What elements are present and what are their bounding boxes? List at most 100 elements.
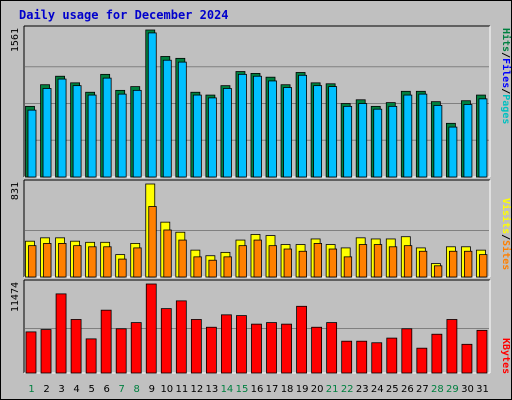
files-bar — [463, 104, 473, 178]
files-bar — [268, 80, 277, 178]
x-tick-label: 9 — [149, 384, 155, 395]
sites-bar — [133, 247, 142, 278]
sites-bar — [268, 245, 277, 278]
kbytes-bar — [341, 340, 353, 374]
sites-bar — [148, 206, 157, 278]
files-bar — [433, 105, 443, 178]
sites-bar — [43, 243, 52, 278]
sites-bar — [103, 246, 112, 278]
x-tick-label: 6 — [103, 384, 109, 395]
x-tick-label: 26 — [401, 384, 414, 395]
kbytes-bar — [461, 343, 473, 374]
sites-bar — [479, 254, 488, 278]
kbytes-bar — [115, 328, 127, 374]
kbytes-bar — [160, 308, 172, 374]
kbytes-bar — [311, 326, 323, 374]
x-tick-label: 17 — [266, 384, 279, 395]
panel-3-legend: KBytes — [500, 338, 511, 374]
x-tick-label: 2 — [43, 384, 49, 395]
panel-3-max-label: 11474 — [10, 282, 21, 312]
kbytes-bar — [476, 329, 488, 374]
x-tick-label: 12 — [191, 384, 204, 395]
x-tick-label: 24 — [371, 384, 384, 395]
sites-bar — [358, 244, 368, 278]
legend-visits: Visits — [500, 198, 512, 234]
sites-bar — [208, 259, 217, 278]
x-tick-label: 5 — [88, 384, 94, 395]
sites-bar — [253, 239, 262, 278]
files-bar — [253, 75, 262, 178]
sites-bar — [343, 256, 353, 278]
sites-bar — [298, 250, 307, 278]
kbytes-bar — [416, 347, 428, 374]
sites-bar — [238, 245, 247, 278]
sites-bar — [223, 256, 232, 278]
sites-bar — [88, 246, 97, 278]
files-bar — [238, 73, 247, 178]
files-bar — [298, 74, 307, 178]
sites-bar — [163, 229, 172, 278]
panel-2-max-label: 831 — [10, 182, 21, 200]
files-bar — [373, 108, 383, 178]
files-bar — [177, 61, 187, 178]
files-bar — [418, 93, 428, 178]
files-bar — [162, 59, 172, 178]
kbytes-bar — [205, 326, 217, 374]
files-bar — [72, 85, 82, 178]
x-tick-label: 25 — [386, 384, 399, 395]
kbytes-bar — [55, 293, 67, 374]
legend-slash: / — [500, 234, 511, 240]
legend-files: Files — [500, 58, 512, 88]
x-tick-label: 11 — [175, 384, 188, 395]
files-bar — [388, 105, 398, 178]
chart-title: Daily usage for December 2024 — [19, 8, 229, 22]
x-tick-label: 7 — [119, 384, 125, 395]
kbytes-bar — [190, 319, 202, 374]
files-bar — [358, 103, 368, 178]
kbytes-bar — [326, 322, 338, 374]
kbytes-bar — [25, 331, 37, 374]
kbytes-bar — [70, 319, 82, 374]
kbytes-bar — [401, 328, 413, 374]
kbytes-bar — [446, 319, 458, 374]
files-bar — [328, 86, 338, 178]
files-bar — [343, 105, 353, 178]
sites-bar — [449, 250, 458, 278]
sites-bar — [388, 246, 398, 278]
x-tick-label: 15 — [236, 384, 249, 395]
sites-bar — [373, 244, 383, 278]
legend-hits: Hits — [500, 28, 512, 52]
legend-slash: / — [500, 52, 511, 58]
x-tick-label: 13 — [206, 384, 219, 395]
x-tick-label: 4 — [73, 384, 79, 395]
sites-bar — [313, 243, 323, 278]
kbytes-bar — [431, 333, 443, 374]
x-tick-label: 30 — [461, 384, 474, 395]
files-bar — [403, 94, 413, 178]
sites-bar — [328, 248, 338, 278]
kbytes-bar — [236, 315, 247, 374]
x-tick-label: 27 — [416, 384, 429, 395]
sites-bar — [418, 250, 428, 278]
sites-bar — [58, 243, 67, 278]
kbytes-bar — [40, 329, 52, 374]
kbytes-bar — [251, 323, 262, 374]
x-tick-label: 3 — [58, 384, 64, 395]
kbytes-bar — [356, 340, 368, 374]
x-tick-label: 18 — [281, 384, 294, 395]
files-bar — [283, 87, 292, 178]
kbytes-bar — [371, 342, 383, 374]
x-tick-label: 22 — [341, 384, 354, 395]
kbytes-bar — [221, 314, 232, 374]
sites-bar — [403, 245, 413, 278]
x-tick-label: 8 — [134, 384, 140, 395]
sites-bar — [178, 239, 187, 278]
files-bar — [192, 94, 202, 178]
x-tick-label: 20 — [311, 384, 324, 395]
panel-1-legend: Hits/Files/Pages — [500, 28, 512, 124]
x-tick-label: 23 — [356, 384, 369, 395]
kbytes-bar — [130, 322, 142, 374]
kbytes-bar — [145, 283, 157, 374]
sites-bar — [118, 258, 127, 278]
files-bar — [313, 85, 323, 178]
